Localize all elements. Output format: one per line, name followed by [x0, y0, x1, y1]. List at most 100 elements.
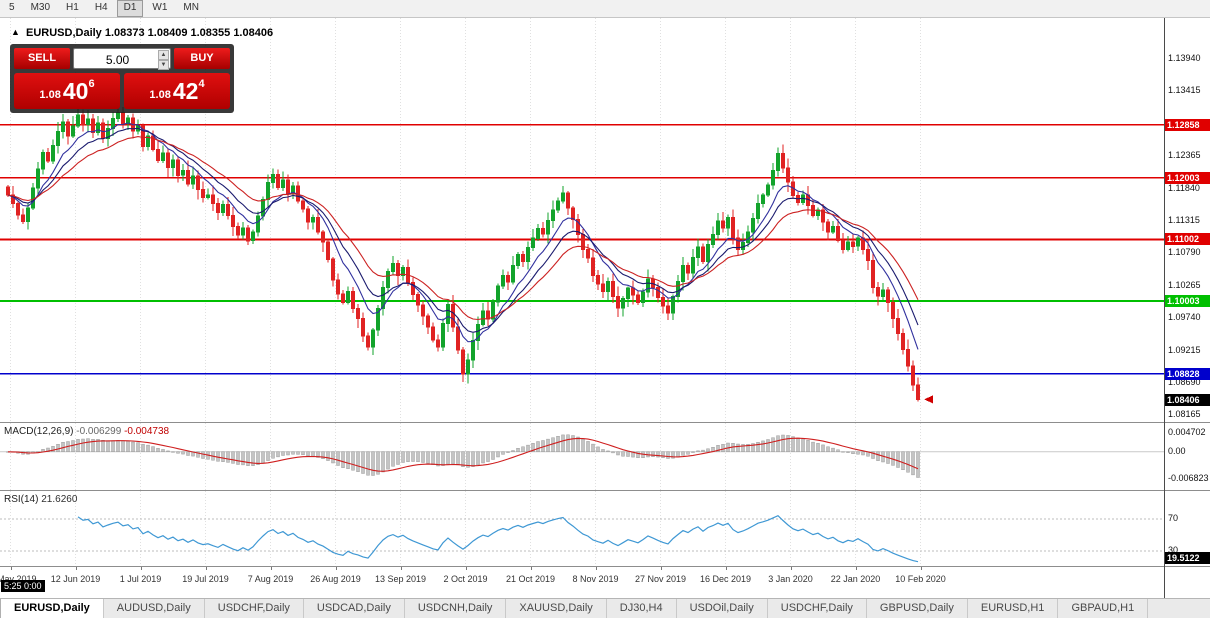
date-label: 13 Sep 2019: [374, 574, 427, 584]
date-tick: [530, 567, 532, 570]
buy-price-big: 42: [172, 77, 199, 104]
current-price-badge: 1.08406: [1165, 393, 1210, 406]
macd-axis-label: 0.00: [1168, 445, 1186, 456]
chart-tab[interactable]: GBPAUD,H1: [1058, 599, 1149, 618]
date-label: 10 Feb 2020: [895, 574, 946, 584]
buy-button[interactable]: BUY: [174, 48, 230, 69]
price-axis-label: 1.09215: [1168, 344, 1201, 355]
volume-spinner: ▲ ▼: [158, 50, 169, 70]
date-tick: [790, 567, 792, 570]
macd-name: MACD(12,26,9): [4, 426, 74, 437]
date-tick: [270, 567, 272, 570]
axis-separator: [1165, 490, 1210, 491]
date-label: 22 Jan 2020: [830, 574, 881, 584]
rsi-current-badge: 19.5122: [1165, 552, 1210, 565]
macd-label: MACD(12,26,9) -0.006299 -0.004738: [4, 426, 169, 437]
date-label: 26 Aug 2019: [310, 574, 361, 584]
sell-price-pip: 6: [88, 78, 95, 90]
macd-canvas[interactable]: [0, 423, 1164, 490]
price-axis-label: 1.10265: [1168, 279, 1201, 290]
chart-tab[interactable]: USDCHF,Daily: [205, 599, 304, 618]
price-line-badge: 1.10003: [1165, 295, 1210, 308]
buy-price-button[interactable]: 1.08 42 4: [124, 73, 230, 109]
date-tick: [465, 567, 467, 570]
price-axis-label: 1.12365: [1168, 150, 1201, 161]
timeframe-button-h4[interactable]: H4: [94, 2, 108, 13]
price-line-badge: 1.12858: [1165, 118, 1210, 131]
macd-axis-label: -0.006823: [1168, 473, 1209, 484]
chart-tab[interactable]: AUDUSD,Daily: [104, 599, 205, 618]
chart-tab[interactable]: USDOil,Daily: [677, 599, 768, 618]
chart-tab-bar: EURUSD,Daily AUDUSD,Daily USDCHF,Daily USDC…: [0, 598, 1210, 618]
macd-value: -0.006299: [76, 426, 122, 437]
date-tick: [205, 567, 207, 570]
price-axis[interactable]: 1.139401.134151.128901.123651.118401.113…: [1164, 18, 1210, 598]
price-axis-label: 1.09740: [1168, 312, 1201, 323]
sell-price-button[interactable]: 1.08 40 6: [14, 73, 120, 109]
one-click-toggle-icon[interactable]: ▲: [11, 27, 20, 37]
date-axis[interactable]: 5:25 0:00 24 May 2019 12 Jun 2019 1 Jul 20…: [0, 566, 1164, 598]
rsi-value: 21.6260: [41, 494, 78, 505]
chart-tab[interactable]: EURUSD,H1: [968, 599, 1059, 618]
price-axis-label: 1.11315: [1168, 215, 1200, 226]
volume-down-arrow-icon[interactable]: ▼: [158, 60, 169, 70]
date-label: 19 Jul 2019: [182, 574, 229, 584]
rsi-indicator-pane[interactable]: RSI(14) 21.6260: [0, 490, 1164, 566]
date-tick: [855, 567, 857, 570]
volume-up-arrow-icon[interactable]: ▲: [158, 50, 169, 60]
chart-tab[interactable]: GBPUSD,Daily: [867, 599, 968, 618]
chart-title: EURUSD,Daily 1.08373 1.08409 1.08355 1.0…: [26, 27, 273, 39]
chart-symbol-label: EURUSD,Daily: [26, 27, 102, 39]
volume-box: ▲ ▼: [73, 48, 171, 70]
date-tick: [660, 567, 662, 570]
timeframe-button-h1[interactable]: H1: [66, 2, 79, 13]
date-label: 24 May 2019: [0, 574, 37, 584]
price-axis-label: 1.08165: [1168, 409, 1201, 420]
date-label: 2 Oct 2019: [443, 574, 488, 584]
timeframe-button-m30[interactable]: M30: [30, 2, 51, 13]
chart-tab[interactable]: DJ30,H4: [607, 599, 677, 618]
macd-signal-value: -0.004738: [124, 426, 170, 437]
date-label: 12 Jun 2019: [50, 574, 101, 584]
one-click-trading-panel: SELL ▲ ▼ BUY 1.08 40 6 1.08: [10, 44, 234, 113]
price-line-badge: 1.12003: [1165, 171, 1210, 184]
chart-tab[interactable]: USDCAD,Daily: [304, 599, 405, 618]
rsi-axis-label: 30: [1168, 545, 1179, 555]
buy-price-prefix: 1.08: [149, 89, 171, 101]
sell-button[interactable]: SELL: [14, 48, 70, 69]
macd-indicator-pane[interactable]: MACD(12,26,9) -0.006299 -0.004738: [0, 422, 1164, 490]
timeframe-button-w1[interactable]: W1: [152, 2, 168, 13]
price-axis-label: 1.13415: [1168, 85, 1201, 96]
date-label: 27 Nov 2019: [634, 574, 687, 584]
chart-tab[interactable]: XAUUSD,Daily: [506, 599, 607, 618]
date-label: 3 Jan 2020: [768, 574, 813, 584]
rsi-canvas[interactable]: [0, 491, 1164, 566]
sell-price-big: 40: [62, 77, 89, 104]
price-line-badge: 1.08828: [1165, 367, 1210, 380]
date-tick: [595, 567, 597, 570]
date-label: 8 Nov 2019: [572, 574, 619, 584]
main-chart-pane[interactable]: ▲ EURUSD,Daily 1.08373 1.08409 1.08355 1…: [0, 18, 1164, 422]
price-line-badge: 1.11002: [1165, 233, 1210, 246]
date-tick: [400, 567, 402, 570]
date-tick: [725, 567, 727, 570]
timeframe-toolbar: 5 M30 H1 H4 D1 W1 MN: [0, 0, 1210, 18]
rsi-axis-label: 70: [1168, 513, 1179, 523]
time-badge: 5:25 0:00: [1, 580, 45, 592]
volume-input[interactable]: [74, 49, 161, 70]
macd-axis-label: 0.004702: [1168, 426, 1206, 437]
date-label: 7 Aug 2019: [247, 574, 294, 584]
main-chart-canvas[interactable]: [0, 18, 1164, 422]
timeframe-button-d1[interactable]: D1: [116, 0, 144, 17]
date-label: 16 Dec 2019: [699, 574, 752, 584]
sell-price-prefix: 1.08: [39, 89, 61, 101]
timeframe-button-5[interactable]: 5: [9, 2, 15, 13]
price-axis-label: 1.10790: [1168, 247, 1201, 258]
date-label: 21 Oct 2019: [505, 574, 556, 584]
timeframe-button-mn[interactable]: MN: [183, 2, 199, 13]
date-tick: [10, 567, 12, 570]
chart-tab[interactable]: USDCNH,Daily: [405, 599, 507, 618]
chart-tab[interactable]: EURUSD,Daily: [0, 599, 104, 618]
chart-tab[interactable]: USDCHF,Daily: [768, 599, 867, 618]
